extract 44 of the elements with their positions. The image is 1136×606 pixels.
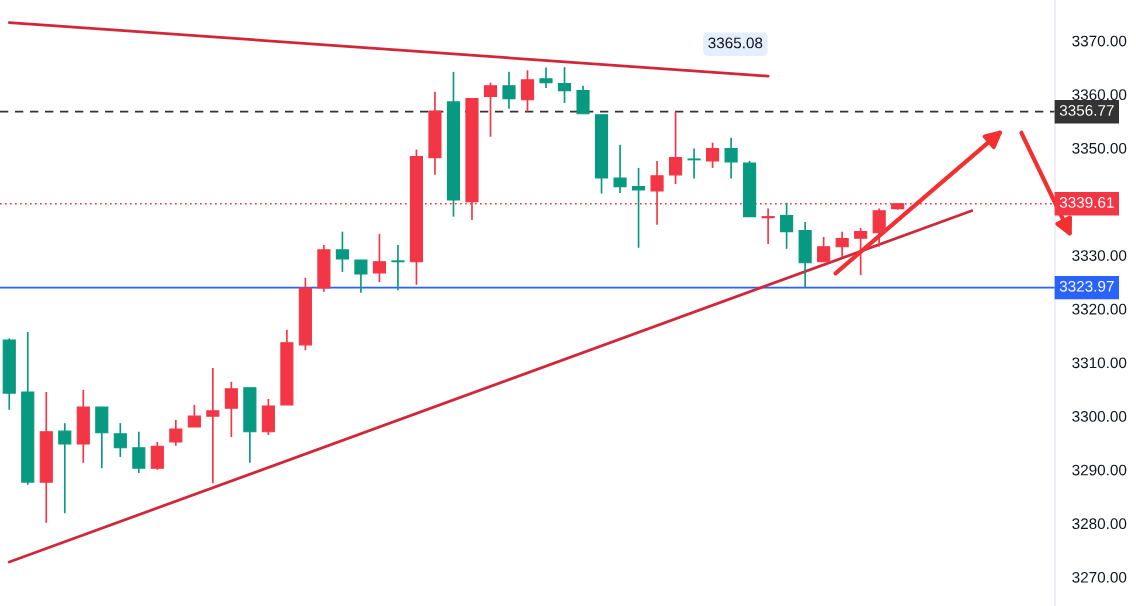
candlestick [169,419,183,447]
candlestick [854,227,868,276]
candlestick [576,84,590,115]
candlestick [706,141,720,169]
candlestick [206,367,220,485]
candlestick [335,230,349,273]
candlestick [668,110,683,185]
candlestick [483,81,498,138]
candlestick [835,230,849,258]
candlestick [817,236,831,263]
candlestick [520,69,535,113]
candlestick [391,244,405,291]
y-tick-label: 3370.00 [1072,35,1127,47]
ref-line-label: 3323.97 [1059,280,1114,292]
candlestick [224,380,238,438]
y-tick-label: 3310.00 [1072,357,1127,369]
candlestick [187,404,201,428]
candlestick [872,207,886,248]
y-tick-label: 3320.00 [1072,303,1127,315]
candlestick [372,232,387,283]
candlestick [557,66,572,104]
candlestick [58,422,72,515]
y-tick-label: 3290.00 [1072,464,1127,476]
candlestick [631,167,646,249]
ref-line-label: 3339.61 [1059,197,1114,208]
ref-line-label: 3356.77 [1059,104,1114,116]
annotation: 3365.08 [708,37,763,49]
candlestick [132,430,146,474]
candlestick [539,66,553,89]
candlestick [724,136,738,180]
y-tick-label: 3280.00 [1072,518,1127,530]
y-tick-label: 3270.00 [1072,571,1127,583]
candlestick [354,259,368,294]
y-tick-label: 3330.00 [1072,250,1127,261]
candlestick [150,441,164,471]
y-tick-label: 3350.00 [1072,142,1127,154]
candlestick [502,71,516,110]
candlestick [780,201,794,250]
candlestick [113,422,127,458]
candlestick [761,207,775,245]
candlestick [613,143,627,194]
y-tick-label: 3360.00 [1072,89,1127,101]
y-tick-label: 3300.00 [1072,411,1127,422]
candlestick [687,147,701,180]
